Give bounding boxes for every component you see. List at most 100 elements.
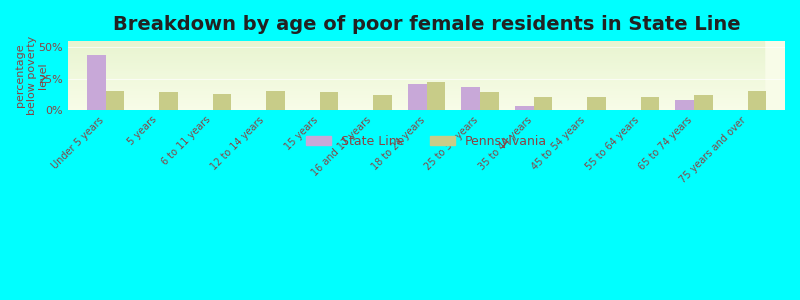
Bar [68,85,764,86]
Bar [587,98,606,110]
Bar [68,86,764,87]
Bar [266,91,285,110]
Bar [68,92,764,93]
Bar [694,95,713,110]
Bar [68,72,764,73]
Bar [675,100,694,110]
Bar [68,60,764,61]
Bar [68,53,764,54]
Bar [408,84,426,110]
Bar [68,96,764,97]
Bar [68,63,764,64]
Bar [68,52,764,53]
Title: Breakdown by age of poor female residents in State Line: Breakdown by age of poor female resident… [113,15,740,34]
Bar [68,79,764,80]
Bar [68,90,764,91]
Bar [68,57,764,58]
Bar [68,99,764,100]
Bar [534,98,552,110]
Bar [68,47,764,48]
Bar [68,104,764,105]
Bar [319,92,338,110]
Bar [426,82,446,110]
Bar [515,106,534,110]
Bar [68,49,764,50]
Bar [68,41,764,42]
Bar [675,100,694,110]
Bar [68,43,764,44]
Legend: State Line, Pennsylvania: State Line, Pennsylvania [302,130,552,153]
Bar [68,75,764,76]
Bar [68,51,764,52]
Bar [68,84,764,85]
Bar [480,92,498,110]
Bar [587,98,606,110]
Bar [68,50,764,51]
Bar [68,109,764,110]
Bar [106,91,124,110]
Bar [68,65,764,66]
Bar [68,58,764,59]
Bar [68,62,764,63]
Bar [68,55,764,56]
Y-axis label: percentage
below poverty
level: percentage below poverty level [15,36,48,115]
Bar [694,95,713,110]
Bar [68,105,764,106]
Bar [68,83,764,84]
Bar [68,66,764,67]
Bar [641,98,659,110]
Bar [747,91,766,110]
Bar [68,54,764,55]
Bar [68,91,764,92]
Bar [87,55,106,110]
Bar [159,92,178,110]
Bar [266,91,285,110]
Bar [68,108,764,109]
Bar [68,80,764,81]
Bar [106,91,124,110]
Bar [68,102,764,103]
Bar [68,98,764,99]
Bar [534,98,552,110]
Bar [68,68,764,69]
Bar [373,95,392,110]
Bar [68,70,764,71]
Bar [68,88,764,89]
Bar [68,46,764,47]
Bar [480,92,498,110]
Bar [68,103,764,104]
Bar [159,92,178,110]
Bar [68,107,764,108]
Bar [747,91,766,110]
Bar [68,100,764,101]
Bar [213,94,231,110]
Bar [68,48,764,49]
Bar [68,93,764,94]
Bar [68,97,764,98]
Bar [68,42,764,43]
Bar [68,45,764,46]
Bar [68,74,764,75]
Bar [68,77,764,78]
Bar [68,71,764,72]
Bar [87,55,106,110]
Bar [68,56,764,57]
Bar [68,81,764,82]
Bar [373,95,392,110]
Bar [68,61,764,62]
Bar [68,106,764,107]
Bar [426,82,446,110]
Bar [68,101,764,102]
Bar [462,87,480,110]
Bar [68,59,764,60]
Bar [68,44,764,45]
Bar [68,64,764,65]
Bar [68,67,764,68]
Bar [68,76,764,77]
Bar [68,78,764,79]
Bar [319,92,338,110]
Bar [68,69,764,70]
Bar [68,95,764,96]
Bar [408,84,426,110]
Bar [68,94,764,95]
